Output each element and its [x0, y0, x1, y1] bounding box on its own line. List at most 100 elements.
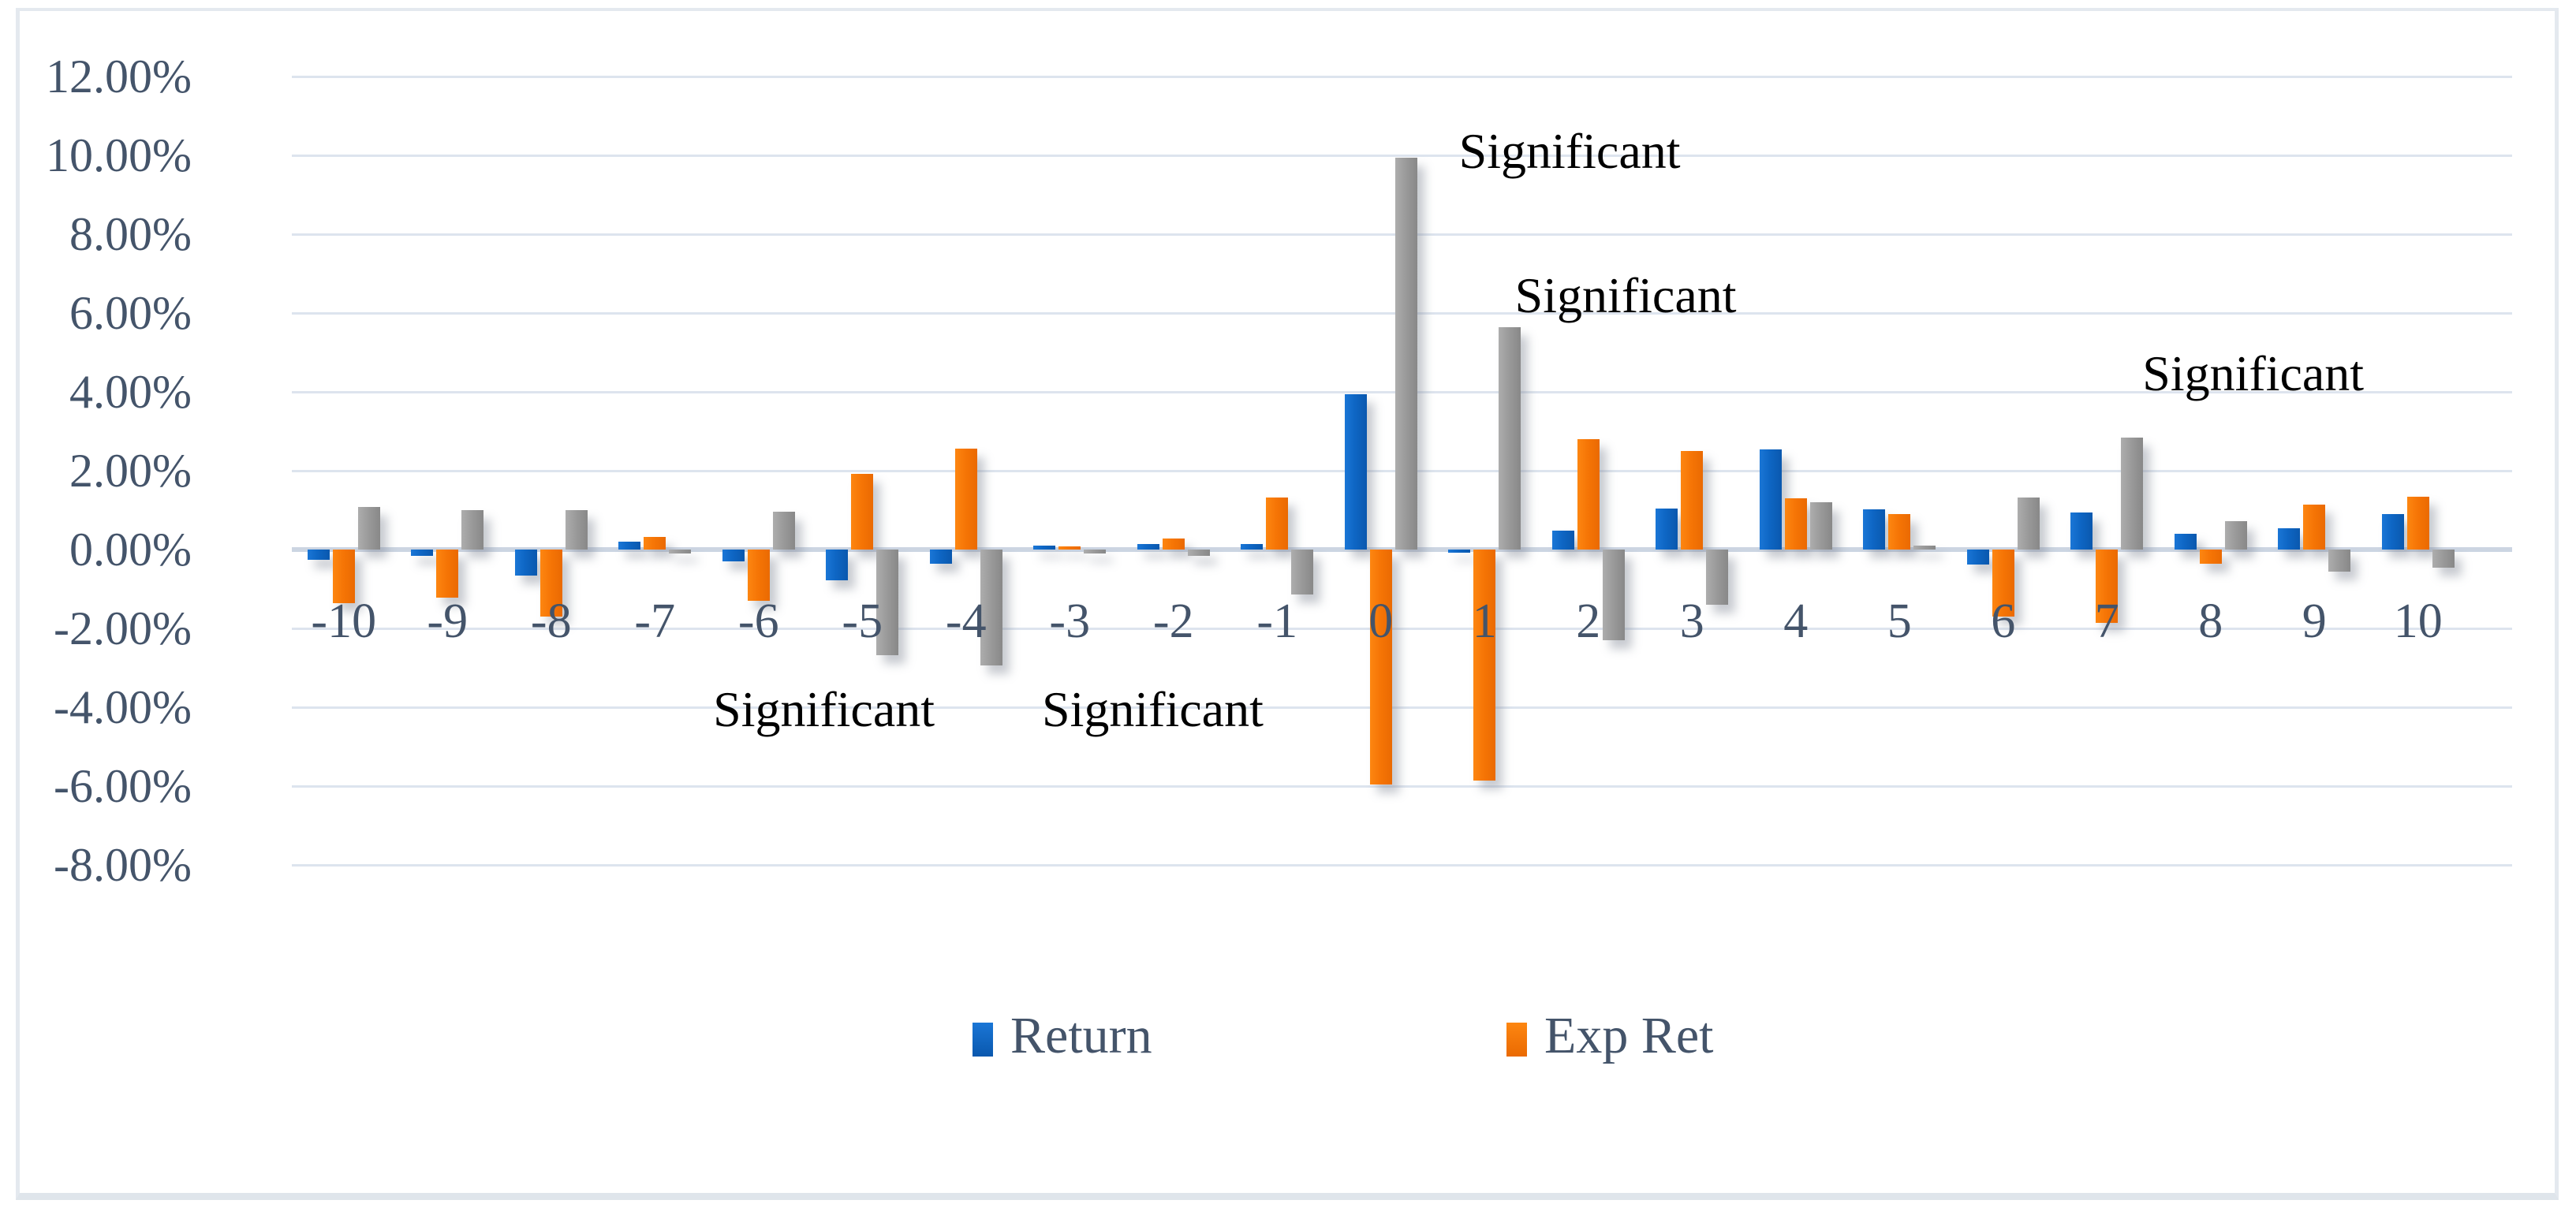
bar-gray-cat--2	[1187, 550, 1210, 556]
x-axis-tick-label: 5	[1887, 594, 1912, 648]
x-axis-tick-label: -6	[737, 594, 779, 648]
bar-return-cat--2	[1137, 543, 1159, 550]
x-axis-tick-label: 3	[1679, 594, 1704, 648]
bar-exp-ret-cat-8	[2199, 550, 2222, 564]
bar-exp-ret-cat--7	[644, 537, 666, 550]
bar-exp-ret-cat-7	[2096, 550, 2119, 623]
bar-return-cat--9	[411, 550, 434, 556]
bar-return-cat--3	[1033, 546, 1056, 550]
y-axis-tick-label: -4.00%	[54, 681, 192, 733]
x-axis-tick-label: -3	[1049, 594, 1091, 648]
bar-gray-cat-10	[2432, 550, 2455, 568]
bar-return-cat--5	[826, 550, 849, 580]
bar-return-cat-0	[1344, 393, 1367, 550]
x-axis-tick-label: -8	[530, 594, 572, 648]
bar-exp-ret-cat--9	[436, 550, 459, 598]
gridline	[292, 706, 2512, 709]
legend: Return Exp Ret	[20, 1001, 2563, 1072]
x-axis-tick-label: 0	[1368, 594, 1394, 648]
x-axis-tick-label: 10	[2393, 594, 2443, 648]
bar-exp-ret-cat-5	[1888, 514, 1911, 550]
bar-gray-cat-4	[1809, 502, 1832, 550]
bar-gray-cat-7	[2121, 437, 2144, 550]
legend-label-exp-ret: Exp Ret	[1544, 1007, 1714, 1064]
x-axis-tick-label: 6	[1991, 594, 2016, 648]
bar-exp-ret-cat--2	[1162, 539, 1185, 550]
gridline	[292, 864, 2512, 867]
bar-return-cat-9	[2278, 527, 2301, 550]
bar-gray-cat-6	[2017, 497, 2040, 550]
bar-gray-cat-3	[1706, 550, 1729, 605]
y-axis-tick-label: 6.00%	[69, 287, 192, 339]
exp-ret-series-swatch-icon	[1506, 1023, 1527, 1057]
bar-gray-cat--5	[876, 550, 899, 655]
bar-gray-cat--3	[1084, 550, 1107, 553]
x-axis-tick-label: 9	[2302, 594, 2327, 648]
bar-exp-ret-cat-3	[1681, 451, 1704, 550]
bar-gray-cat--4	[980, 550, 1002, 665]
x-axis-tick-label: 1	[1472, 594, 1497, 648]
y-axis-tick-label: -6.00%	[54, 760, 192, 812]
bar-return-cat-8	[2174, 534, 2197, 550]
bar-exp-ret-cat-1	[1473, 550, 1496, 781]
bar-exp-ret-cat--4	[954, 448, 977, 550]
bar-gray-cat-8	[2224, 521, 2247, 550]
bar-exp-ret-cat-6	[1992, 550, 2014, 617]
bar-return-cat--7	[618, 542, 641, 550]
x-axis-tick-label: -7	[634, 594, 676, 648]
bar-return-cat-5	[1863, 509, 1886, 550]
gridline	[292, 76, 2512, 78]
x-axis-tick-label: -4	[945, 594, 987, 648]
legend-label-return: Return	[1010, 1007, 1152, 1064]
bar-return-cat-4	[1759, 449, 1782, 550]
bar-return-cat--10	[307, 550, 330, 560]
x-axis-tick-label: 4	[1783, 594, 1809, 648]
bar-gray-cat--10	[357, 507, 380, 550]
return-series-swatch-icon	[973, 1023, 993, 1057]
bar-exp-ret-cat--6	[747, 550, 770, 601]
bar-exp-ret-cat-10	[2406, 496, 2429, 550]
bar-exp-ret-cat--3	[1058, 546, 1081, 550]
bar-gray-cat-1	[1499, 326, 1521, 550]
bar-return-cat-2	[1551, 531, 1574, 550]
chart-frame: 12.00% 10.00% 8.00% 6.00% 4.00% 2.00% 0.00% -2.…	[16, 8, 2559, 1200]
bar-exp-ret-cat--1	[1266, 498, 1289, 550]
bar-return-cat--1	[1241, 543, 1264, 550]
y-axis-tick-label: -2.00%	[54, 602, 192, 654]
annotation-significant: Significant	[2142, 345, 2365, 401]
x-axis-tick-label: -10	[311, 594, 377, 648]
bar-exp-ret-cat-9	[2303, 504, 2326, 550]
gridline	[292, 628, 2512, 630]
annotation-significant: Significant	[1458, 123, 1681, 179]
y-axis-tick-label: 4.00%	[69, 366, 192, 418]
bar-return-cat-6	[1966, 550, 1989, 565]
x-axis-tick-label: -5	[842, 594, 883, 648]
bar-return-cat--4	[929, 550, 952, 564]
x-axis-tick-label: 2	[1576, 594, 1601, 648]
y-axis-tick-label: 10.00%	[46, 129, 192, 181]
bar-gray-cat-2	[1602, 550, 1625, 640]
y-axis-tick-label: 0.00%	[69, 524, 192, 576]
bar-exp-ret-cat--8	[539, 550, 562, 617]
bar-return-cat-10	[2381, 514, 2404, 550]
y-axis-tick-label: 2.00%	[69, 445, 192, 497]
x-axis-tick-label: -9	[427, 594, 469, 648]
x-axis-tick-label: 7	[2094, 594, 2119, 648]
plot-area: 12.00% 10.00% 8.00% 6.00% 4.00% 2.00% 0.00% -2.…	[20, 11, 2563, 1194]
bar-return-cat--6	[722, 550, 745, 561]
bar-exp-ret-cat-0	[1369, 550, 1392, 785]
bar-return-cat--8	[514, 550, 537, 576]
bar-gray-cat--9	[461, 510, 484, 550]
y-axis-tick-label: 8.00%	[69, 208, 192, 260]
bar-gray-cat-0	[1394, 157, 1417, 550]
annotation-significant: Significant	[1514, 267, 1737, 323]
bar-gray-cat--6	[772, 511, 795, 550]
x-axis-tick-label: -1	[1256, 594, 1298, 648]
x-axis-tick-label: -2	[1152, 594, 1194, 648]
y-axis-tick-label: -8.00%	[54, 839, 192, 891]
bar-gray-cat--8	[565, 510, 588, 550]
x-axis-zero-line	[292, 547, 2512, 552]
bar-return-cat-3	[1656, 508, 1678, 550]
x-axis-tick-label: 8	[2198, 594, 2223, 648]
